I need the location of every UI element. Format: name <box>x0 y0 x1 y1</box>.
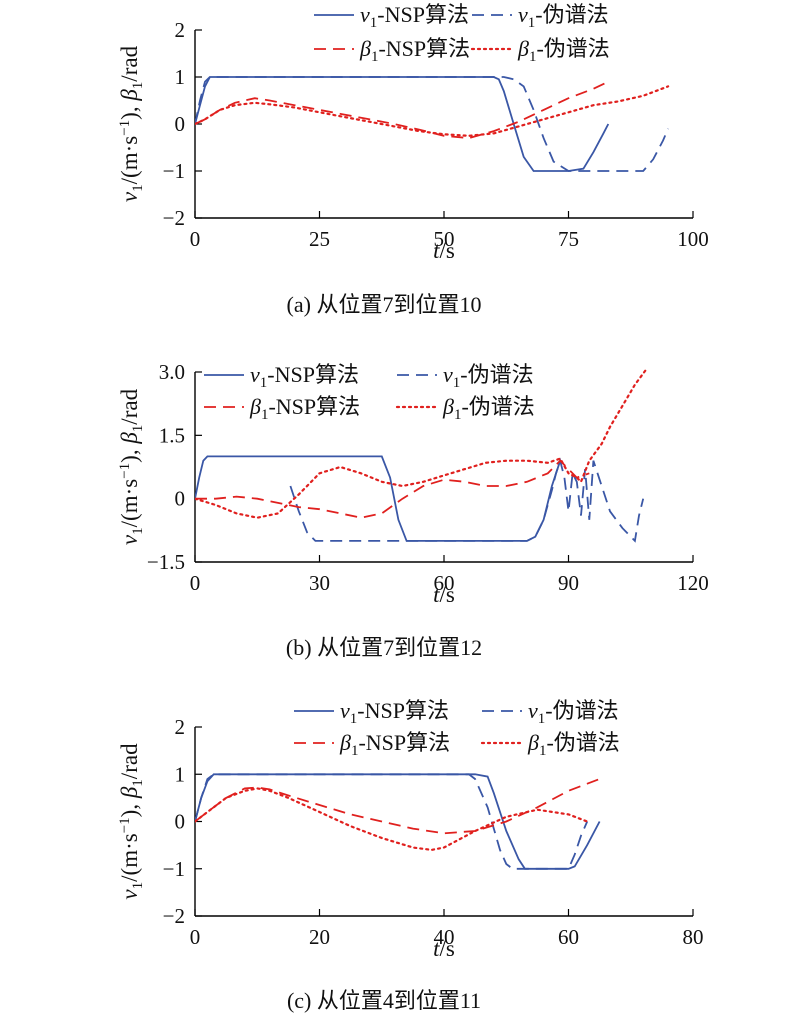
legend: v1-NSP算法 v1-伪谱法 β1-NSP算法 β1-伪谱法 <box>204 362 535 423</box>
legend-label: β1-伪谱法 <box>517 36 610 65</box>
y-tick-label: 1.5 <box>159 423 185 447</box>
y-tick-label: 3.0 <box>159 360 185 384</box>
x-tick-label: 60 <box>558 925 579 949</box>
x-tick-label: 40 <box>434 925 455 949</box>
x-tick-label: 100 <box>677 227 709 251</box>
x-tick-label: 75 <box>558 227 579 251</box>
y-axis-title: v1/(m·s−1), β1/rad <box>117 743 146 900</box>
x-tick-label: 0 <box>190 227 201 251</box>
series-line-3 <box>195 778 600 835</box>
series-line-1 <box>195 76 610 172</box>
chart-panel-1: 0 25 50 75 100 −2 −1 0 1 2 v1-NSP算法 v1-伪谱法 β1-NSP算法 β… <box>117 2 709 317</box>
x-tick-label: 50 <box>434 227 455 251</box>
y-tick-label: −1.5 <box>147 550 185 574</box>
series-line-4 <box>195 85 670 137</box>
series-line-3 <box>195 80 609 140</box>
figure-caption: (a) 从位置7到位置10 <box>287 292 482 317</box>
legend-label: β1-NSP算法 <box>359 36 470 65</box>
y-tick-label: −2 <box>163 206 185 230</box>
y-tick-label: 0 <box>175 810 186 834</box>
legend-label: v1-NSP算法 <box>250 362 359 391</box>
x-tick-label: 30 <box>309 571 330 595</box>
x-tick-label: 80 <box>683 925 704 949</box>
y-tick-label: 0 <box>175 112 186 136</box>
legend-label: β1-伪谱法 <box>527 730 620 759</box>
x-axis-title: t/s <box>433 238 455 263</box>
y-axis-title: v1/(m·s−1), β1/rad <box>117 388 146 545</box>
series-line-2 <box>289 457 645 543</box>
legend-label: β1-NSP算法 <box>249 394 360 423</box>
x-tick-label: 20 <box>309 925 330 949</box>
x-tick-label: 120 <box>677 571 709 595</box>
legend-label: v1-NSP算法 <box>360 2 469 31</box>
chart-panel-3: 0 20 40 60 80 −2 −1 0 1 2 v1-NSP算法 v1-伪谱法 β1-NSP算法 β1… <box>117 698 704 1013</box>
x-axis-title: t/s <box>433 582 455 607</box>
y-tick-label: −1 <box>163 159 185 183</box>
series-line-1 <box>195 773 601 870</box>
x-tick-label: 0 <box>190 571 201 595</box>
chart-panel-2: 0 30 60 90 120−1.501.53.0 v1-NSP算法 v1-伪谱法β1-NS… <box>117 360 709 660</box>
legend-label: v1-伪谱法 <box>443 362 534 391</box>
y-tick-label: 1 <box>175 762 186 786</box>
y-tick-label: −2 <box>163 904 185 928</box>
y-tick-label: −1 <box>163 857 185 881</box>
series-line-1 <box>195 455 562 542</box>
x-tick-label: 0 <box>190 925 201 949</box>
y-axis-title: v1/(m·s−1), β1/rad <box>117 45 146 202</box>
legend-label: v1-伪谱法 <box>528 698 619 727</box>
series-line-2 <box>195 76 669 172</box>
series-line-4 <box>195 368 649 519</box>
y-tick-label: 0 <box>175 487 186 511</box>
x-tick-label: 90 <box>558 571 579 595</box>
legend-label: v1-NSP算法 <box>340 698 449 727</box>
legend-label: v1-伪谱法 <box>518 2 609 31</box>
x-tick-label: 25 <box>309 227 330 251</box>
y-tick-label: 2 <box>175 715 186 739</box>
legend-label: β1-伪谱法 <box>442 394 535 423</box>
legend: v1-NSP算法 v1-伪谱法 β1-NSP算法 β1-伪谱法 <box>294 698 620 759</box>
x-axis-title: t/s <box>433 936 455 961</box>
y-tick-label: 1 <box>175 65 186 89</box>
legend-label: β1-NSP算法 <box>339 730 450 759</box>
x-tick-label: 60 <box>434 571 455 595</box>
y-tick-label: 2 <box>175 18 186 42</box>
figure-caption: (c) 从位置4到位置11 <box>287 988 481 1013</box>
series-line-2 <box>195 773 589 870</box>
legend: v1-NSP算法 v1-伪谱法 β1-NSP算法 β1-伪谱法 <box>314 2 610 65</box>
figure-caption: (b) 从位置7到位置12 <box>286 635 482 660</box>
series-line-4 <box>195 787 589 852</box>
